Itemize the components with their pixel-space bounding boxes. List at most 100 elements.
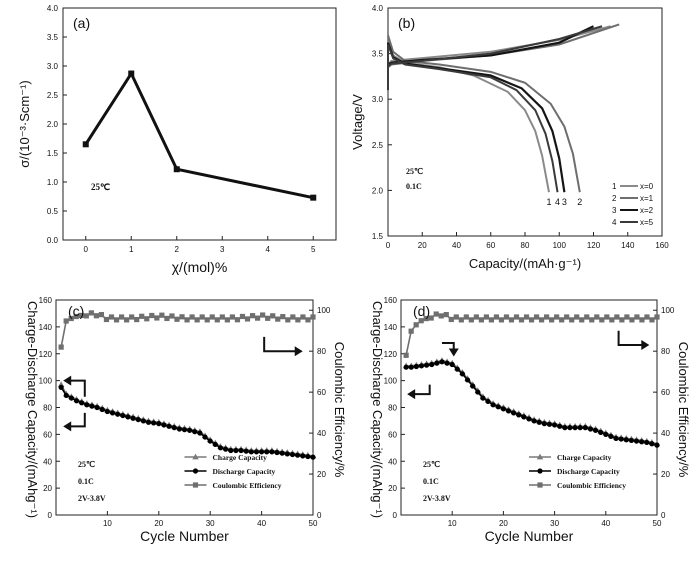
x-tick-label: 40: [452, 241, 461, 250]
y2-axis-label: Coulombic Efficiency/%: [332, 342, 347, 478]
y-tick-label: 40: [43, 457, 52, 466]
data-point: [192, 429, 198, 435]
data-point: [108, 314, 115, 320]
data-point: [544, 314, 550, 320]
data-point: [536, 419, 542, 425]
data-point: [295, 317, 301, 323]
y-tick-label: 3.5: [372, 50, 384, 59]
y2-tick-label: 0: [661, 511, 666, 520]
y-tick-label: 100: [384, 377, 398, 386]
y-tick-label: 80: [43, 404, 52, 413]
data-point: [179, 314, 185, 320]
annotation-temperature: 25℃: [91, 182, 110, 192]
y-tick-label: 2.0: [372, 186, 384, 195]
curve-end-label: 3: [562, 197, 567, 207]
data-point: [88, 310, 94, 316]
y-tick-label: 0.5: [47, 207, 59, 216]
data-point: [269, 449, 275, 455]
data-point: [159, 312, 165, 318]
arrow-to-efficiency-axis: [263, 336, 298, 353]
data-point: [89, 403, 95, 409]
data-point: [118, 314, 125, 320]
charge-curve: [387, 25, 603, 68]
data-point: [134, 316, 140, 323]
data-point: [204, 317, 210, 323]
data-point: [154, 315, 160, 321]
y-tick-label: 0: [393, 511, 398, 520]
data-point: [279, 450, 285, 456]
y2-tick-label: 100: [317, 306, 331, 315]
data-point: [98, 312, 105, 318]
data-point: [174, 316, 180, 322]
data-point: [598, 429, 604, 435]
data-point: [654, 442, 660, 448]
data-point: [428, 315, 434, 321]
annotation-temperature: 25℃: [406, 167, 423, 176]
data-point: [443, 312, 449, 318]
legend-label: Charge Capacity: [557, 453, 612, 462]
data-point: [587, 426, 594, 432]
data-point: [429, 361, 435, 368]
data-point: [280, 314, 286, 320]
data-point: [249, 313, 256, 319]
legend-marker: [192, 453, 199, 460]
data-point: [197, 430, 203, 436]
data-point: [244, 316, 251, 322]
panel-a-frame: [62, 7, 337, 241]
annotation: 0.1C: [423, 477, 439, 486]
data-point: [618, 436, 624, 442]
x-tick-label: 40: [601, 519, 610, 528]
legend-label: Discharge Capacity: [213, 467, 276, 476]
data-point: [212, 441, 218, 448]
annotation: 2V-3.8V: [423, 494, 451, 503]
data-point: [151, 420, 157, 426]
data-point: [135, 416, 141, 423]
data-point: [498, 317, 505, 323]
data-point: [264, 449, 270, 455]
data-point: [604, 314, 610, 320]
data-point: [557, 423, 563, 429]
data-point: [480, 395, 486, 401]
y-axis-label: σ/(10⁻³·Scm⁻¹): [17, 80, 32, 167]
data-point: [424, 362, 430, 368]
data-point: [305, 317, 311, 323]
data-point: [228, 447, 234, 454]
data-point: [582, 425, 588, 431]
y2-tick-label: 20: [317, 470, 326, 479]
series-line: [60, 384, 314, 457]
data-point: [495, 404, 501, 410]
data-point: [639, 317, 645, 323]
data-point: [418, 363, 425, 369]
axis-arrow-head: [63, 375, 72, 386]
panel-b-frame: [387, 7, 663, 237]
data-point: [572, 425, 578, 431]
y-tick-label: 160: [39, 296, 53, 305]
x-tick-label: 0: [84, 245, 89, 254]
legend-label: Coulombic Efficiency: [213, 481, 282, 490]
data-point: [187, 427, 193, 433]
data-point: [300, 453, 306, 459]
data-point: [284, 451, 290, 457]
annotation: 25℃: [78, 460, 95, 469]
data-point: [413, 363, 419, 370]
axis-arrow-head: [294, 346, 303, 357]
data-point: [113, 317, 120, 323]
data-point: [254, 315, 261, 321]
data-point: [567, 425, 573, 431]
discharge-curve: [387, 44, 559, 193]
y-tick-label: 80: [388, 404, 397, 413]
data-point: [533, 314, 540, 320]
data-point: [613, 435, 619, 442]
y-tick-label: 1.5: [47, 149, 59, 158]
data-point: [633, 438, 640, 444]
data-point: [629, 317, 635, 323]
y-axis-label: Charge-Discharge Capacity/(mAhg⁻¹): [370, 301, 385, 518]
x-axis-label: Cycle Number: [140, 528, 229, 544]
data-point: [516, 412, 522, 418]
data-point: [552, 422, 558, 428]
data-point: [310, 194, 317, 201]
data-point: [199, 314, 205, 320]
data-point: [511, 410, 517, 416]
data-point: [176, 426, 182, 432]
